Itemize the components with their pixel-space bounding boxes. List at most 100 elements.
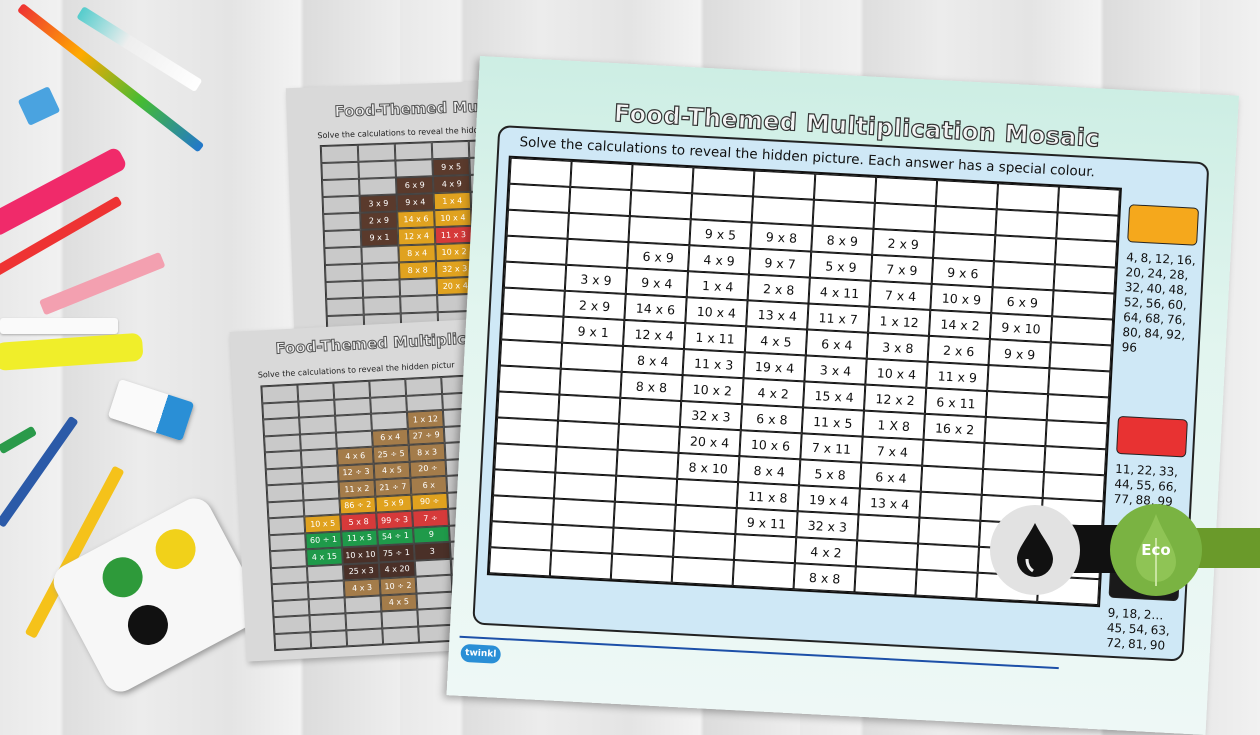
back-grid-cell: [274, 631, 312, 651]
back-grid-cell: [346, 627, 384, 647]
grid-cell: 1 x 12: [868, 306, 931, 336]
ink-drop-icon: [1017, 523, 1053, 577]
grid-cell: 9 x 11: [735, 508, 798, 538]
back-grid-cell: 25 ÷ 5: [372, 444, 410, 464]
grid-cell: [753, 170, 816, 200]
binder-clip-icon: [17, 86, 61, 126]
grid-cell: [499, 339, 563, 369]
back-grid-cell: 6 x: [410, 475, 448, 495]
grid-cell: 4 x 11: [808, 277, 871, 307]
back-grid-cell: 6 x 4: [371, 428, 409, 447]
grid-cell: [692, 167, 755, 197]
grid-cell: [566, 238, 629, 268]
grid-cell: [502, 287, 565, 317]
grid-cell: 8 x 9: [811, 225, 874, 255]
grid-cell: 8 x 8: [793, 563, 856, 593]
grid-cell: [552, 498, 615, 528]
back-grid-cell: 4 x 9: [432, 174, 471, 194]
grid-cell: [503, 261, 567, 291]
back-grid-cell: [266, 483, 304, 502]
grid-cell: [558, 394, 621, 424]
grid-cell: 15 x 4: [803, 381, 866, 411]
grid-cell: 9 x 9: [988, 339, 1051, 369]
grid-cell: 10 x 6: [739, 430, 802, 460]
eco-label: Eco: [1141, 541, 1171, 559]
grid-cell: [507, 183, 571, 213]
back-grid-cell: [303, 498, 341, 517]
grid-cell: [915, 569, 978, 599]
back-grid-cell: [320, 144, 359, 164]
back-grid-cell: 4 x 20: [378, 560, 416, 579]
back-grid-cell: [308, 596, 346, 616]
grid-cell: [567, 212, 630, 243]
grid-cell: [1049, 342, 1112, 372]
back-grid-cell: [322, 195, 361, 215]
back-grid-cell: 8 x 4: [398, 244, 436, 263]
grid-cell: [812, 199, 875, 229]
grid-cell: 5 x 8: [798, 459, 862, 489]
back-grid-cell: [345, 611, 383, 630]
back-grid-cell: 11 x 3: [434, 225, 473, 245]
grid-cell: [614, 475, 678, 505]
back-grid-cell: 14 x 6: [397, 210, 435, 229]
grid-cell: 32 x 3: [796, 511, 859, 541]
grid-cell: [1042, 472, 1105, 502]
pencil-green: [0, 425, 38, 455]
grid-cell: 10 x 4: [685, 297, 748, 327]
grid-cell: 2 x 9: [872, 228, 935, 258]
grid-cell: [934, 206, 997, 236]
back-grid-cell: [321, 161, 359, 181]
grid-cell: [501, 313, 564, 343]
highlighter-pink: [0, 145, 129, 238]
grid-cell: [1043, 446, 1107, 476]
chalk-white: [0, 318, 118, 334]
back-grid-cell: [382, 626, 420, 645]
chalk-pink: [39, 251, 166, 316]
back-grid-cell: 90 ÷: [411, 492, 449, 511]
grid-cell: [506, 209, 569, 239]
grid-cell: 8 x 8: [620, 371, 683, 402]
grid-cell: 32 x 3: [679, 401, 743, 431]
grid-cell: [919, 491, 982, 521]
back-grid-cell: 27 ÷ 9: [407, 426, 445, 445]
back-grid-cell: [361, 245, 399, 264]
grid-cell: [568, 186, 632, 217]
back-sheet-title: Food-Themed Mul: [334, 97, 484, 121]
grid-cell: [1056, 212, 1119, 242]
grid-cell: 7 x 11: [800, 433, 863, 463]
back-grid-cell: [273, 615, 311, 634]
grid-cell: 9 x 10: [989, 313, 1053, 343]
grid-cell: 6 x 8: [740, 404, 804, 434]
back-grid-cell: 54 ÷ 1: [377, 527, 414, 546]
ink-badge: [990, 505, 1080, 595]
grid-cell: 16 x 2: [923, 413, 986, 443]
legend-numbers: 4, 8, 12, 16, 20, 24, 28, 32, 40, 48, 52…: [1121, 250, 1197, 355]
pencil-blue: [0, 415, 79, 528]
back-grid-cell: 10 ÷ 2: [379, 576, 417, 595]
grid-cell: [987, 365, 1050, 395]
grid-cell: [498, 365, 561, 395]
grid-cell: 3 x 4: [804, 355, 867, 385]
back-grid-cell: 6 x 9: [395, 176, 434, 195]
leaf-drop-icon: [1136, 514, 1176, 586]
back-grid-cell: [371, 411, 408, 431]
grid-cell: 2 x 8: [747, 274, 810, 304]
grid-cell: [493, 469, 556, 499]
grid-cell: [732, 559, 795, 590]
back-grid-cell: [301, 465, 339, 484]
grid-cell: [674, 504, 737, 535]
main-worksheet: Food-Themed Multiplication Mosaic Solve …: [446, 56, 1239, 735]
back-grid-cell: [323, 212, 361, 232]
grid-cell: [918, 517, 981, 547]
paint-yellow: [148, 522, 203, 577]
back-grid-cell: 21 ÷ 7: [374, 477, 412, 497]
back-grid-cell: 99 ÷ 3: [376, 510, 414, 530]
highlighter-yellow: [0, 332, 144, 371]
grid-cell: 6 x 9: [627, 242, 690, 272]
back-grid-cell: [306, 563, 344, 583]
back-grid-cell: [271, 582, 309, 601]
back-grid-cell: [344, 594, 382, 614]
back-grid-cell: [399, 278, 438, 297]
legend-red: 11, 22, 33, 44, 55, 66, 77, 88, 99: [1113, 415, 1194, 511]
grid-cell: 4 x 5: [744, 326, 808, 356]
